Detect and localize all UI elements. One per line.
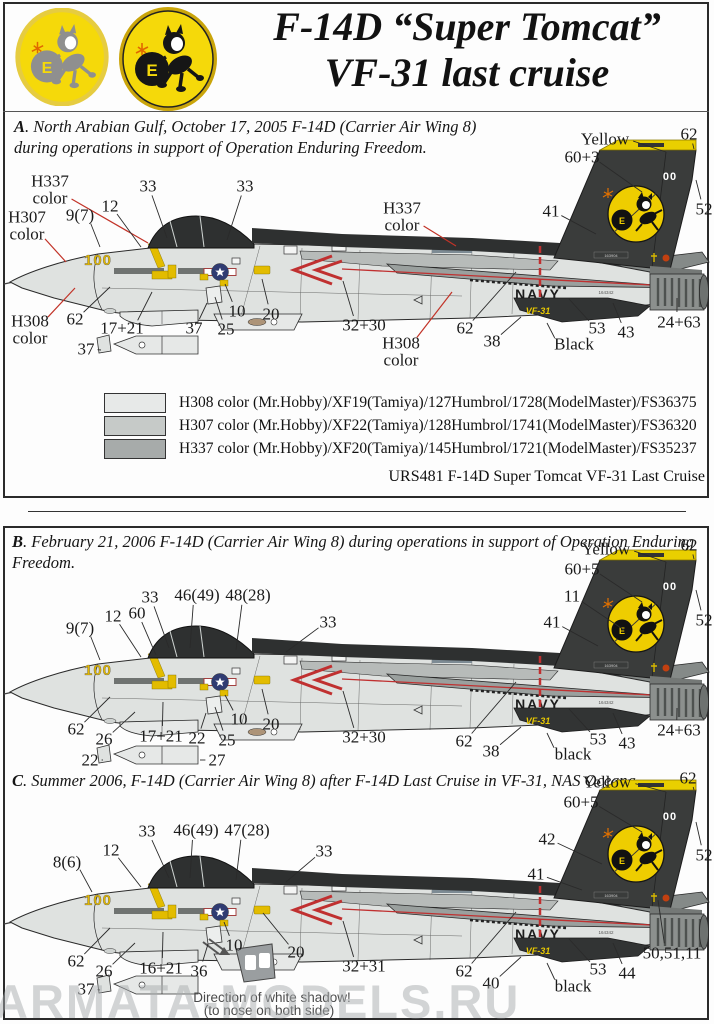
page-title: F-14D “Super Tomcat” VF-31 last cruise: [226, 4, 708, 96]
bomb-letter: E: [146, 61, 157, 80]
aircraft-profile-b: [2, 548, 712, 778]
caption-c-text: . Summer 2006, F-14D (Carrier Air Wing 8…: [23, 771, 641, 790]
title-line2: VF-31 last cruise: [324, 50, 610, 95]
felix-logo-faded: E: [15, 8, 109, 106]
header-divider: [3, 111, 709, 112]
bomb-letter: E: [42, 60, 53, 77]
panel-separator: [28, 511, 686, 512]
caption-b-text: . February 21, 2006 F-14D (Carrier Air W…: [12, 532, 695, 573]
panel-schemes-b-c: [3, 526, 709, 1020]
watermark: ARMATA-MODELS.RU: [0, 975, 521, 1024]
spark-icon: [135, 43, 149, 55]
color-label-h308: H308 color (Mr.Hobby)/XF19(Tamiya)/127Hu…: [179, 394, 697, 411]
caption-b-letter: B: [12, 532, 24, 551]
shadow-note-line2: (to nose on both side): [203, 1002, 335, 1018]
felix-logo-black: E: [119, 7, 217, 111]
title-line1: F-14D “Super Tomcat”: [273, 4, 661, 49]
white-shadow-demo: [202, 938, 276, 983]
caption-b: B. February 21, 2006 F-14D (Carrier Air …: [12, 531, 696, 574]
shadow-note-line1: Direction of white shadow!: [193, 989, 351, 1005]
color-table-row: H308 color (Mr.Hobby)/XF19(Tamiya)/127Hu…: [104, 392, 697, 414]
color-swatch-h307: [104, 416, 166, 436]
panel-scheme-a: [3, 2, 709, 498]
caption-a-letter: A: [14, 117, 26, 136]
spark-icon: [31, 41, 44, 54]
caption-a: A. North Arabian Gulf, October 17, 2005 …: [14, 116, 514, 159]
caption-c-letter: C: [12, 771, 24, 790]
aircraft-profile-a: [2, 138, 712, 368]
color-table-row: H337 color (Mr.Hobby)/XF20(Tamiya)/145Hu…: [104, 438, 697, 460]
color-label-h307: H307 color (Mr.Hobby)/XF22(Tamiya)/128Hu…: [179, 417, 697, 434]
caption-c: C. Summer 2006, F-14D (Carrier Air Wing …: [12, 770, 704, 791]
color-label-h337: H337 color (Mr.Hobby)/XF20(Tamiya)/145Hu…: [179, 440, 697, 457]
color-table-row: H307 color (Mr.Hobby)/XF22(Tamiya)/128Hu…: [104, 415, 697, 437]
caption-a-text: . North Arabian Gulf, October 17, 2005 F…: [14, 117, 477, 158]
product-code: URS481 F-14D Super Tomcat VF-31 Last Cru…: [388, 468, 705, 485]
color-swatch-h308: [104, 393, 166, 413]
color-swatch-h337: [104, 439, 166, 459]
